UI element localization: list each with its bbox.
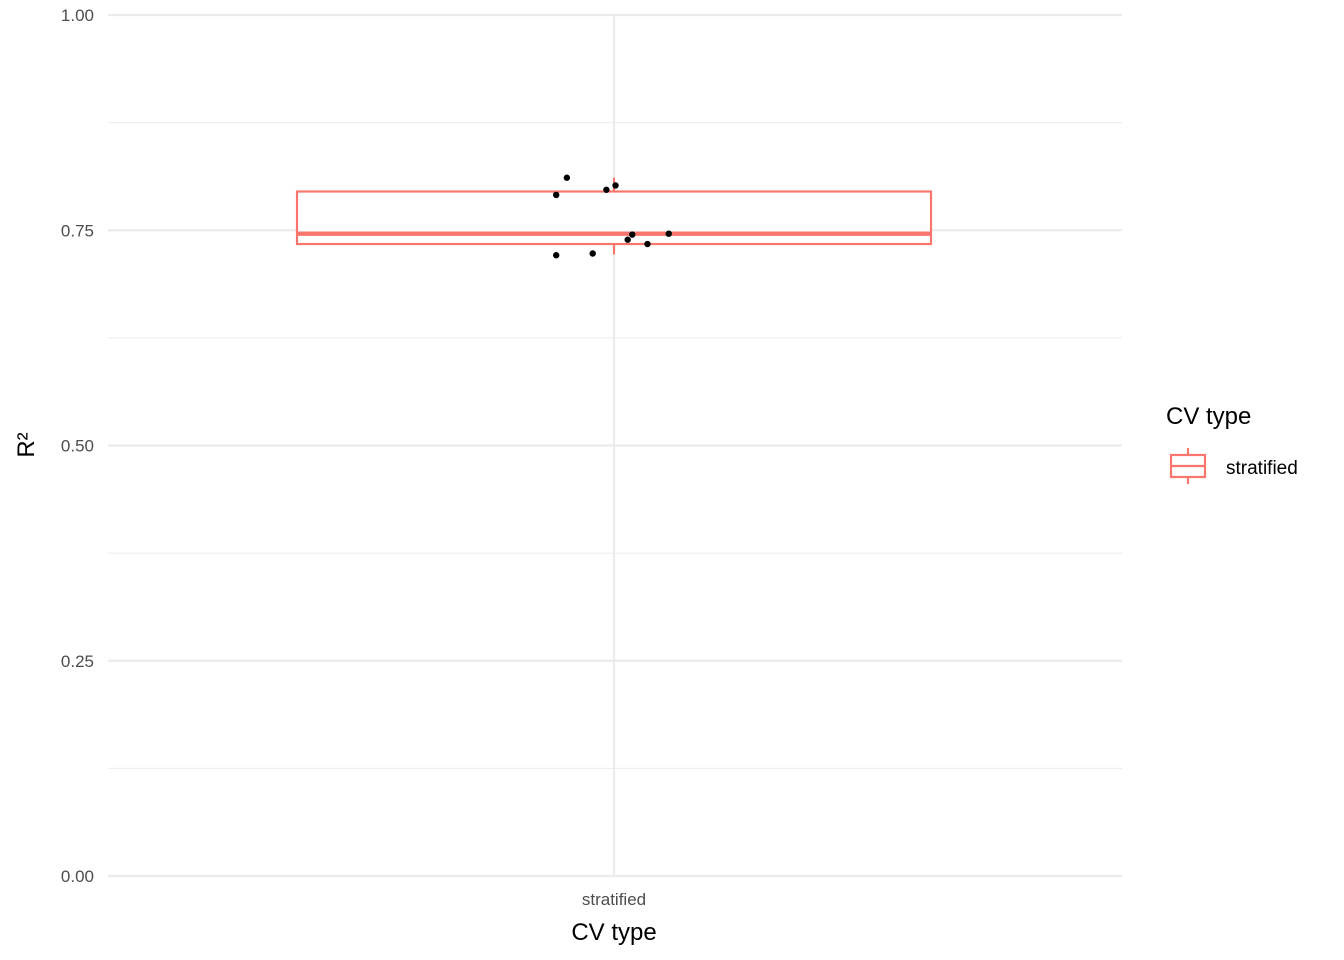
box-body [295,190,933,246]
x-tick-label: stratified [582,890,646,909]
data-point [553,191,560,199]
x-axis-title: CV type [571,919,656,946]
y-tick-label: 0.00 [61,867,94,886]
legend: CV type stratified [1166,403,1298,484]
points-layer [553,174,672,259]
data-point [665,230,672,237]
legend-title: CV type [1166,403,1251,430]
data-point [563,174,571,181]
y-axis-ticks: 0.00 0.25 0.50 0.75 1.00 [61,6,94,886]
legend-key-stratified [1169,448,1207,484]
data-point [603,186,610,193]
data-point [629,231,636,238]
legend-label-stratified: stratified [1226,458,1298,479]
box-layer [295,177,933,255]
y-tick-label: 0.50 [61,437,94,456]
data-point [612,182,619,189]
data-point [644,240,651,248]
grid-layer [108,13,1122,878]
y-tick-label: 0.75 [61,221,94,240]
y-tick-label: 0.25 [61,652,94,671]
y-axis-title: R² [13,432,40,457]
data-point [553,252,560,259]
y-tick-label: 1.00 [61,6,94,25]
data-point [624,236,631,243]
x-axis-ticks: stratified [582,890,646,909]
data-point [589,250,596,257]
